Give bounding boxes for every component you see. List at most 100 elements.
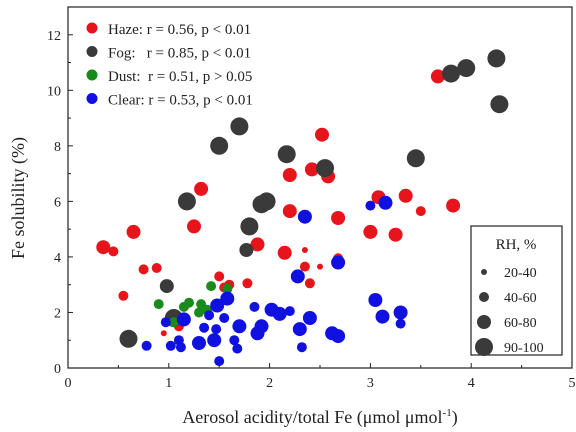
data-point-s0-0 bbox=[96, 240, 111, 255]
y-tick-label-3: 6 bbox=[54, 195, 61, 210]
data-point-s0-22 bbox=[317, 263, 323, 270]
y-tick-label-2: 4 bbox=[54, 251, 61, 266]
data-point-s2-4 bbox=[194, 307, 204, 318]
data-point-s0-31 bbox=[415, 206, 426, 217]
data-point-s3-2 bbox=[165, 340, 176, 351]
data-point-s3-27 bbox=[297, 209, 312, 224]
data-point-s1-14 bbox=[457, 59, 476, 78]
data-point-s0-18 bbox=[299, 261, 310, 272]
data-point-s3-1 bbox=[160, 317, 171, 328]
data-point-s1-0 bbox=[119, 329, 138, 348]
data-point-s3-25 bbox=[292, 322, 307, 337]
data-point-s2-1 bbox=[168, 317, 179, 328]
data-point-s3-15 bbox=[229, 335, 240, 346]
data-point-s0-17 bbox=[282, 204, 297, 219]
y-tick-label-5: 10 bbox=[47, 84, 61, 99]
data-point-s3-23 bbox=[284, 306, 295, 317]
data-point-s3-12 bbox=[214, 356, 225, 367]
data-point-s3-20 bbox=[254, 319, 269, 334]
data-point-s0-27 bbox=[363, 224, 378, 239]
data-point-s1-7 bbox=[240, 217, 259, 236]
data-point-s0-19 bbox=[301, 247, 308, 253]
rh-legend-label-2: 60-80 bbox=[504, 316, 537, 331]
data-point-s0-15 bbox=[277, 245, 292, 260]
data-point-s1-13 bbox=[442, 64, 460, 83]
data-point-s0-30 bbox=[398, 188, 413, 203]
data-point-s3-31 bbox=[331, 329, 346, 344]
data-point-s0-1 bbox=[108, 246, 119, 257]
x-axis-label-close: ) bbox=[452, 407, 458, 428]
data-point-s0-14 bbox=[250, 237, 265, 252]
data-point-s3-32 bbox=[365, 200, 376, 211]
x-axis-label-sup: -1 bbox=[443, 407, 452, 419]
rh-legend-marker-2 bbox=[477, 315, 491, 329]
data-point-s0-8 bbox=[187, 219, 201, 234]
data-point-s3-14 bbox=[220, 291, 235, 306]
rh-size-legend: RH, % 20-40 40-60 60-80 90-100 bbox=[470, 225, 563, 356]
data-point-s1-9 bbox=[257, 192, 276, 211]
data-point-s3-30 bbox=[331, 255, 346, 270]
series-legend: Haze: r = 0.56, p < 0.01 Fog: r = 0.85, p… bbox=[86, 22, 253, 109]
data-point-s1-10 bbox=[277, 145, 296, 164]
data-point-s0-23 bbox=[315, 127, 329, 142]
rh-legend-marker-0 bbox=[481, 269, 487, 275]
legend-marker-3 bbox=[86, 93, 98, 104]
data-point-s3-7 bbox=[199, 322, 210, 333]
data-point-s1-11 bbox=[316, 159, 334, 178]
legend-marker-2 bbox=[86, 69, 98, 81]
data-point-s1-5 bbox=[230, 117, 249, 136]
data-point-s3-37 bbox=[395, 318, 406, 329]
data-point-s3-34 bbox=[375, 309, 390, 324]
data-point-s3-0 bbox=[141, 340, 152, 351]
data-point-s3-13 bbox=[219, 313, 230, 323]
y-tick-label-4: 8 bbox=[54, 140, 61, 155]
data-point-s0-32 bbox=[430, 69, 445, 84]
data-point-s3-26 bbox=[296, 342, 307, 353]
y-tick-label-0: 0 bbox=[54, 362, 61, 377]
data-point-s3-22 bbox=[272, 306, 287, 321]
data-point-s0-25 bbox=[331, 211, 346, 225]
x-tick-label-5: 5 bbox=[569, 376, 576, 391]
data-point-s0-20 bbox=[304, 162, 319, 177]
rh-legend-label-1: 40-60 bbox=[504, 291, 537, 306]
data-point-s3-33 bbox=[368, 293, 383, 307]
legend-label-1: Fog: r = 0.85, p < 0.01 bbox=[108, 46, 251, 62]
data-point-s3-18 bbox=[249, 301, 260, 312]
data-point-s2-3 bbox=[184, 297, 194, 308]
data-point-s0-4 bbox=[138, 264, 149, 275]
data-point-s1-4 bbox=[210, 136, 229, 155]
data-point-s3-36 bbox=[393, 305, 408, 320]
data-point-s0-16 bbox=[282, 168, 297, 182]
legend-label-0: Haze: r = 0.56, p < 0.01 bbox=[108, 22, 251, 38]
data-point-s3-11 bbox=[210, 298, 225, 313]
data-point-s1-15 bbox=[487, 49, 506, 68]
data-point-s2-7 bbox=[206, 281, 217, 292]
data-point-s3-4 bbox=[175, 342, 186, 353]
data-point-s3-8 bbox=[204, 310, 215, 321]
y-tick-label-6: 12 bbox=[47, 29, 61, 44]
x-tick-label-4: 4 bbox=[468, 376, 475, 391]
data-point-s1-12 bbox=[406, 149, 425, 168]
legend-marker-1 bbox=[86, 46, 98, 57]
x-tick-label-1: 1 bbox=[165, 376, 172, 391]
data-point-s3-9 bbox=[207, 333, 222, 348]
data-point-s2-0 bbox=[153, 299, 164, 310]
legend-marker-0 bbox=[86, 22, 98, 34]
rh-legend-label-0: 20-40 bbox=[504, 266, 537, 281]
x-axis-label: Aerosol acidity/total Fe (μmol μmol-1) bbox=[182, 407, 457, 428]
data-point-s0-3 bbox=[126, 224, 141, 239]
x-tick-label-0: 0 bbox=[65, 376, 72, 391]
data-point-s0-29 bbox=[388, 227, 403, 242]
x-tick-label-2: 2 bbox=[266, 376, 273, 391]
data-point-s3-10 bbox=[211, 324, 222, 335]
data-point-s3-17 bbox=[232, 319, 247, 334]
data-point-s3-24 bbox=[290, 269, 305, 284]
legend-label-2: Dust: r = 0.51, p > 0.05 bbox=[108, 69, 252, 85]
data-point-s0-13 bbox=[242, 278, 253, 289]
rh-legend-marker-1 bbox=[479, 292, 489, 302]
data-point-s0-5 bbox=[151, 263, 162, 273]
data-marks bbox=[96, 49, 509, 367]
data-point-s3-16 bbox=[232, 343, 243, 354]
